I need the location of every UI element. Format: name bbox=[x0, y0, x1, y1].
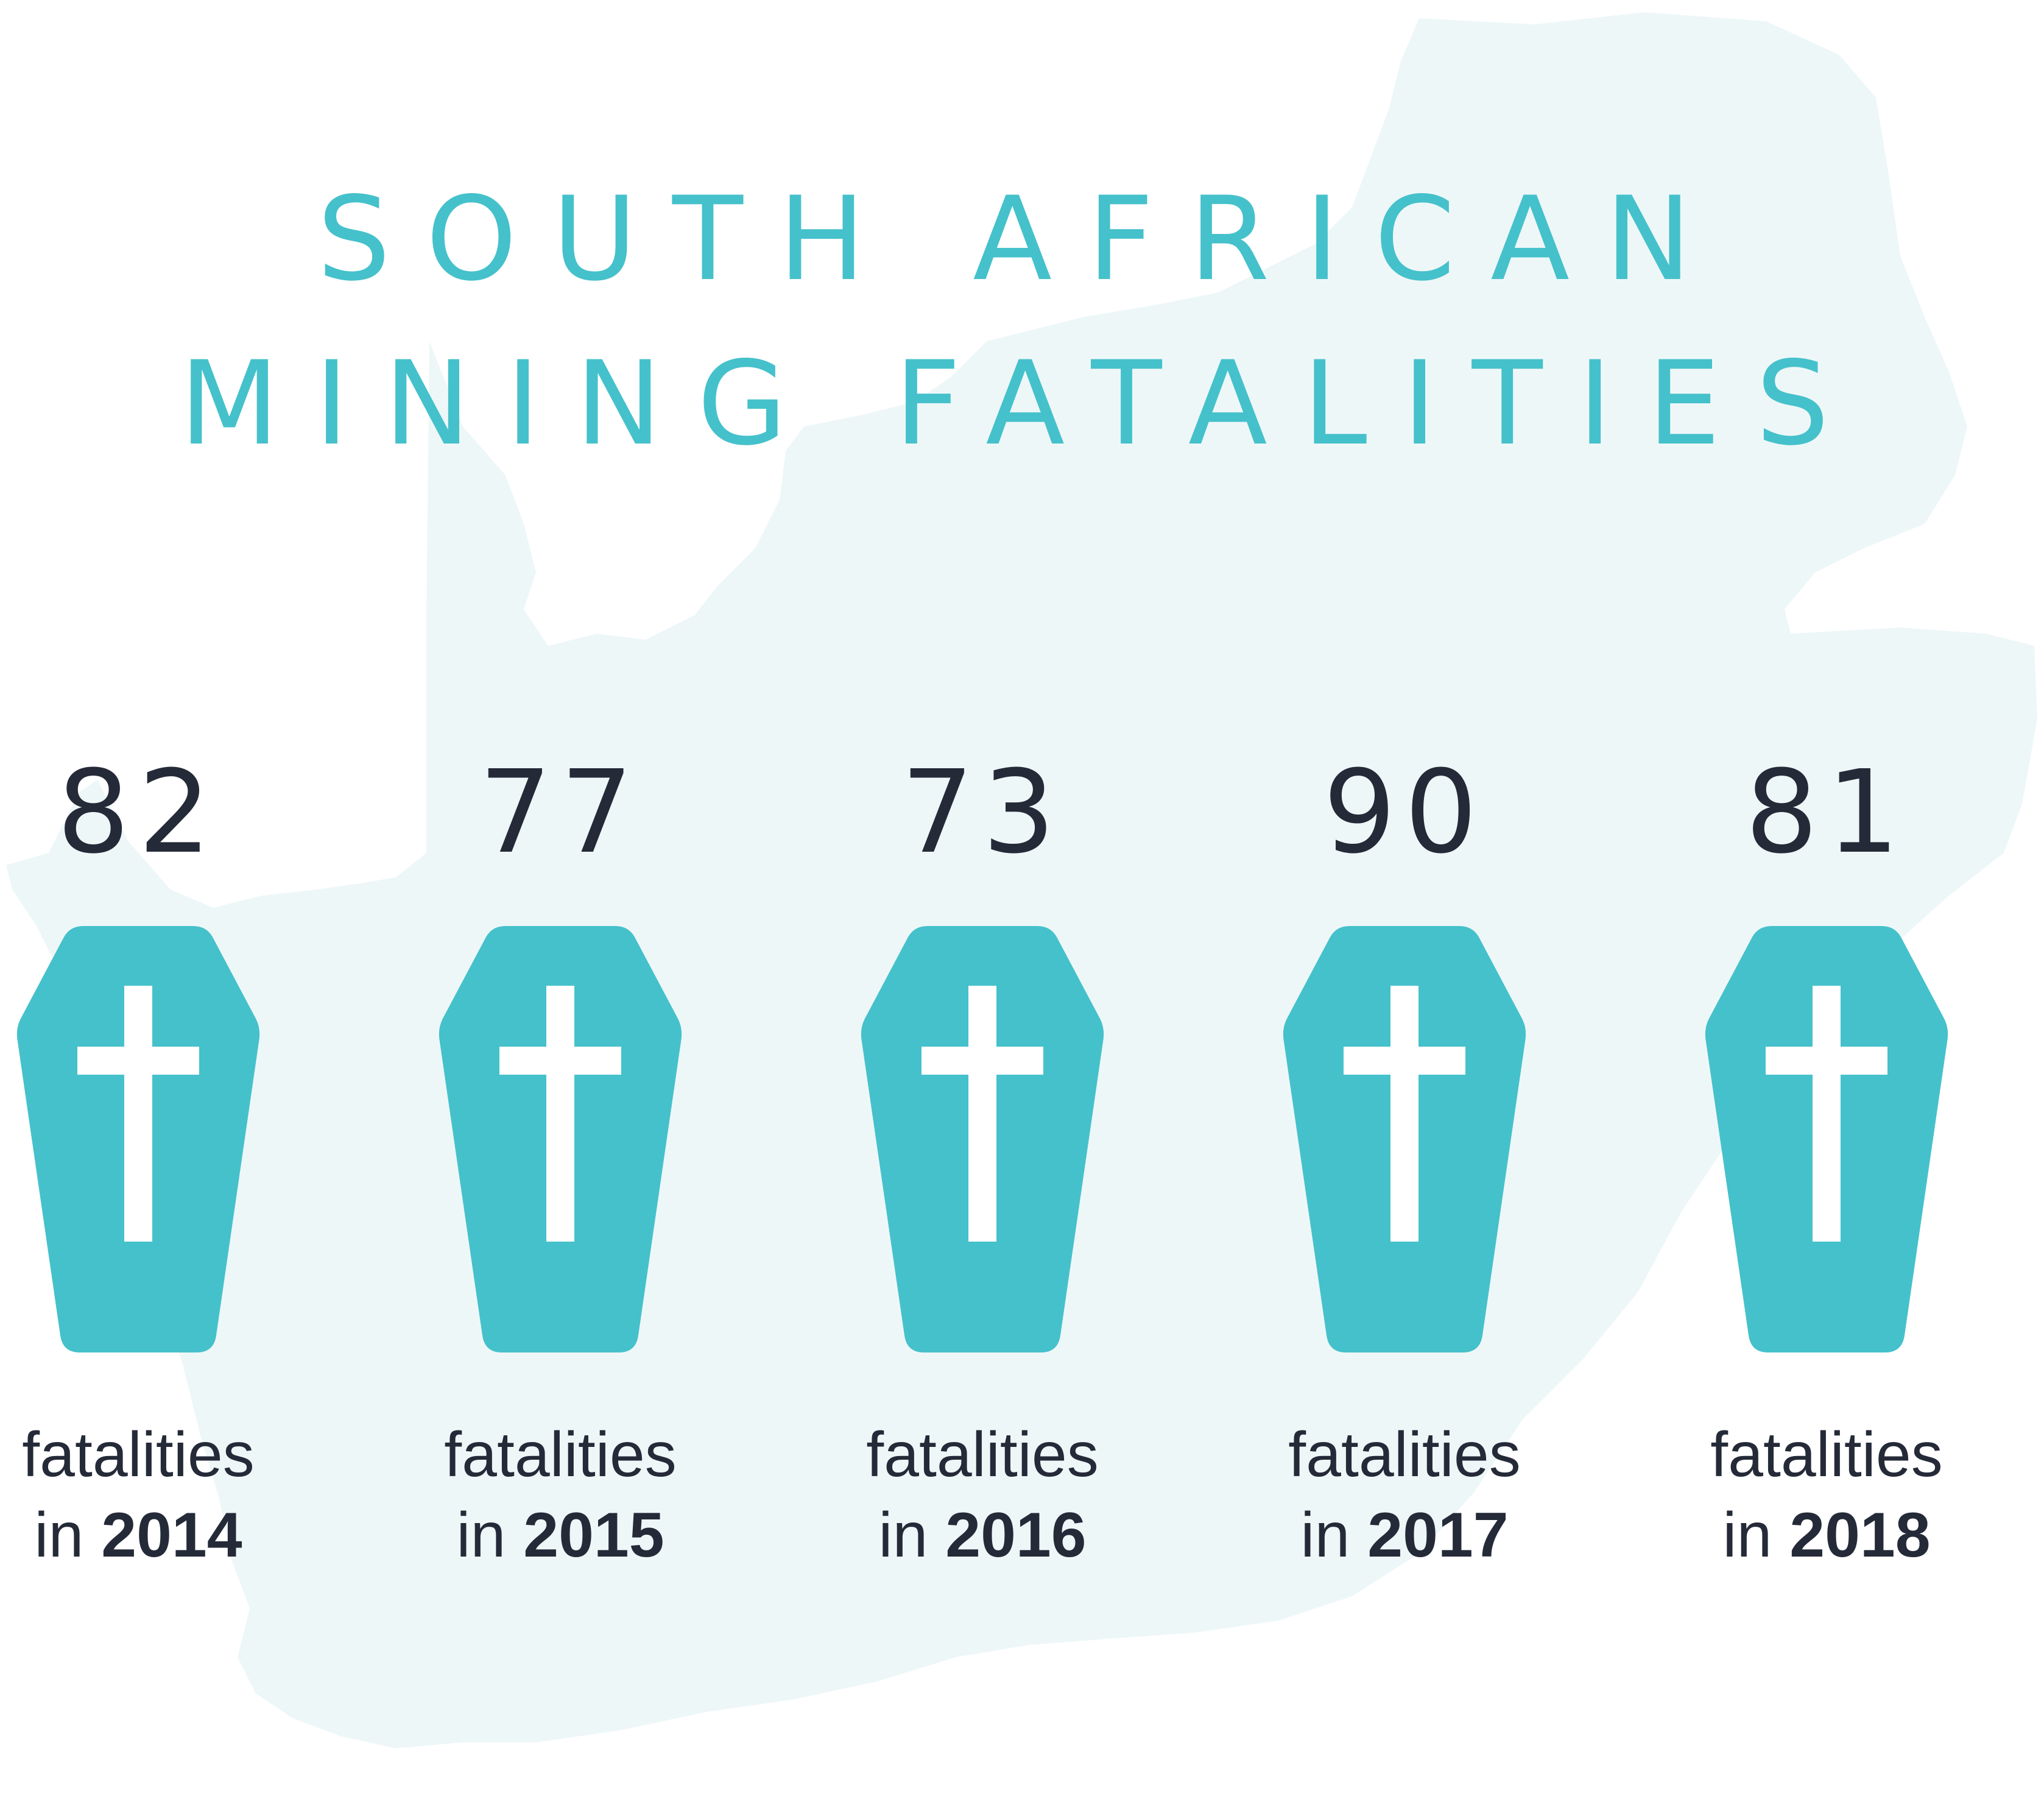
fatality-count: 77 bbox=[479, 746, 642, 879]
coffin-icon bbox=[16, 926, 260, 1352]
caption-label: fatalities bbox=[444, 1419, 677, 1490]
fatality-count: 73 bbox=[901, 746, 1064, 879]
year-column: 81 fatalities in 2018 bbox=[1696, 0, 1958, 1796]
cross-icon-vertical bbox=[1390, 986, 1418, 1242]
year-column: 90 fatalities in 2017 bbox=[1274, 0, 1535, 1796]
caption-year-line: in 2014 bbox=[0, 1495, 294, 1575]
cross-icon-vertical bbox=[546, 986, 574, 1242]
caption-prefix: in bbox=[878, 1500, 928, 1571]
year-column: 77 fatalities in 2015 bbox=[429, 0, 691, 1796]
caption-year-line: in 2018 bbox=[1671, 1495, 1982, 1575]
fatality-count: 90 bbox=[1323, 746, 1486, 879]
caption-prefix: in bbox=[1722, 1500, 1772, 1571]
fatality-count: 82 bbox=[57, 746, 220, 879]
fatality-count: 81 bbox=[1745, 746, 1908, 879]
caption-label: fatalities bbox=[22, 1419, 255, 1490]
caption-label: fatalities bbox=[1710, 1419, 1943, 1490]
title-line-1: SOUTH AFRICAN bbox=[317, 172, 1727, 306]
caption-year: 2015 bbox=[523, 1500, 664, 1571]
coffin-icon bbox=[861, 926, 1104, 1352]
fatality-caption: fatalities in 2014 bbox=[0, 1415, 294, 1575]
year-column: 82 fatalities in 2014 bbox=[7, 0, 269, 1796]
fatality-caption: fatalities in 2016 bbox=[827, 1415, 1138, 1575]
caption-year: 2016 bbox=[945, 1500, 1087, 1571]
fatality-caption: fatalities in 2018 bbox=[1671, 1415, 1982, 1575]
cross-icon-vertical bbox=[1813, 986, 1841, 1242]
fatality-caption: fatalities in 2017 bbox=[1249, 1415, 1560, 1575]
caption-year-line: in 2017 bbox=[1249, 1495, 1560, 1575]
fatality-caption: fatalities in 2015 bbox=[405, 1415, 716, 1575]
year-column: 73 fatalities in 2016 bbox=[851, 0, 1113, 1796]
caption-year: 2014 bbox=[101, 1500, 242, 1571]
cross-icon-horizontal bbox=[1766, 1047, 1887, 1075]
caption-year-line: in 2016 bbox=[827, 1495, 1138, 1575]
coffin-icon bbox=[439, 926, 682, 1352]
cross-icon-horizontal bbox=[1344, 1047, 1465, 1075]
title-line-2: MINING FATALITIES bbox=[179, 336, 1865, 471]
caption-prefix: in bbox=[1300, 1500, 1350, 1571]
caption-year: 2017 bbox=[1367, 1500, 1509, 1571]
caption-year: 2018 bbox=[1789, 1500, 1931, 1571]
caption-label: fatalities bbox=[1288, 1419, 1521, 1490]
caption-prefix: in bbox=[456, 1500, 506, 1571]
cross-icon-horizontal bbox=[499, 1047, 621, 1075]
caption-prefix: in bbox=[34, 1500, 84, 1571]
cross-icon-horizontal bbox=[922, 1047, 1043, 1075]
caption-year-line: in 2015 bbox=[405, 1495, 716, 1575]
cross-icon-vertical bbox=[968, 986, 996, 1242]
coffin-icon bbox=[1705, 926, 1948, 1352]
caption-label: fatalities bbox=[866, 1419, 1099, 1490]
coffin-icon bbox=[1283, 926, 1526, 1352]
cross-icon-horizontal bbox=[77, 1047, 199, 1075]
cross-icon-vertical bbox=[124, 986, 152, 1242]
